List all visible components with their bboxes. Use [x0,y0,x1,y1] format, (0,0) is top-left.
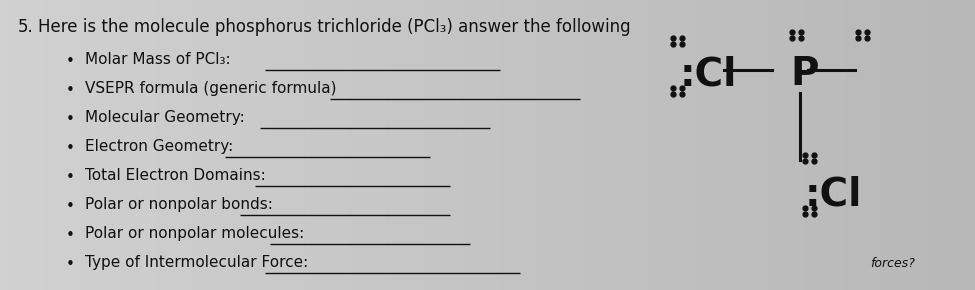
Text: •: • [65,141,74,156]
Text: Electron Geometry:: Electron Geometry: [85,139,233,154]
Text: VSEPR formula (generic formula): VSEPR formula (generic formula) [85,81,336,96]
Text: •: • [65,54,74,69]
Text: •: • [65,83,74,98]
Text: •: • [65,257,74,272]
Text: Molecular Geometry:: Molecular Geometry: [85,110,245,125]
Text: •: • [65,170,74,185]
Text: P: P [790,55,818,93]
Text: :Cl: :Cl [680,55,737,93]
Text: Total Electron Domains:: Total Electron Domains: [85,168,266,183]
Text: forces?: forces? [870,257,915,270]
Text: 5.: 5. [18,18,34,36]
Text: •: • [65,112,74,127]
Text: Polar or nonpolar bonds:: Polar or nonpolar bonds: [85,197,273,212]
Text: :Cl: :Cl [805,175,862,213]
Text: Polar or nonpolar molecules:: Polar or nonpolar molecules: [85,226,304,241]
Text: •: • [65,228,74,243]
Text: •: • [65,199,74,214]
Text: Molar Mass of PCl₃:: Molar Mass of PCl₃: [85,52,231,67]
Text: Type of Intermolecular Force:: Type of Intermolecular Force: [85,255,308,270]
Text: Here is the molecule phosphorus trichloride (PCl₃) answer the following: Here is the molecule phosphorus trichlor… [38,18,631,36]
